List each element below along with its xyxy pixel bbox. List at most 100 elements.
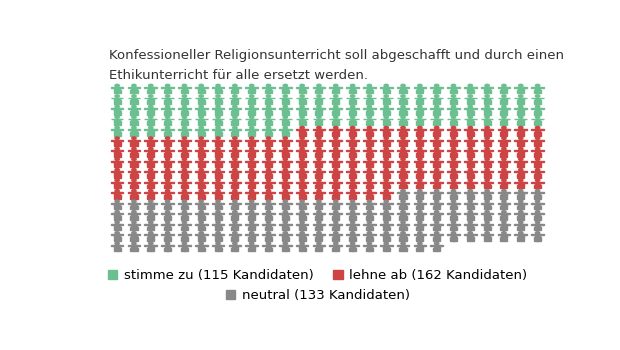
Polygon shape xyxy=(131,161,137,163)
Polygon shape xyxy=(333,161,339,163)
Polygon shape xyxy=(181,132,185,135)
Polygon shape xyxy=(347,224,359,225)
Polygon shape xyxy=(252,153,255,157)
Circle shape xyxy=(232,242,237,245)
Polygon shape xyxy=(283,214,288,216)
Polygon shape xyxy=(333,214,339,216)
Circle shape xyxy=(232,147,237,150)
Polygon shape xyxy=(302,205,306,209)
Polygon shape xyxy=(265,153,268,157)
Polygon shape xyxy=(215,216,218,220)
Polygon shape xyxy=(484,161,490,163)
Polygon shape xyxy=(285,237,289,241)
Circle shape xyxy=(350,221,355,224)
Polygon shape xyxy=(416,237,420,241)
Circle shape xyxy=(468,84,472,87)
Circle shape xyxy=(317,158,321,160)
Polygon shape xyxy=(198,192,204,195)
Polygon shape xyxy=(316,90,319,93)
Circle shape xyxy=(267,190,271,192)
Polygon shape xyxy=(134,248,138,251)
Polygon shape xyxy=(144,203,157,204)
Polygon shape xyxy=(184,121,188,125)
Polygon shape xyxy=(417,150,423,153)
Polygon shape xyxy=(215,192,221,195)
Circle shape xyxy=(317,116,321,118)
Polygon shape xyxy=(453,142,457,146)
Circle shape xyxy=(350,116,355,118)
Polygon shape xyxy=(111,150,123,151)
Polygon shape xyxy=(332,132,336,135)
Polygon shape xyxy=(332,248,336,251)
Polygon shape xyxy=(335,121,339,125)
Circle shape xyxy=(149,221,153,224)
Polygon shape xyxy=(283,119,288,121)
Polygon shape xyxy=(151,227,154,230)
Circle shape xyxy=(418,116,422,118)
Polygon shape xyxy=(386,227,390,230)
Polygon shape xyxy=(130,153,134,157)
Polygon shape xyxy=(134,205,138,209)
Polygon shape xyxy=(434,245,440,248)
Polygon shape xyxy=(131,140,137,142)
Polygon shape xyxy=(235,174,239,178)
Polygon shape xyxy=(433,153,437,157)
Polygon shape xyxy=(131,150,137,153)
Polygon shape xyxy=(434,224,440,227)
Polygon shape xyxy=(500,216,504,220)
Polygon shape xyxy=(399,227,403,230)
Polygon shape xyxy=(464,150,477,151)
Polygon shape xyxy=(111,161,123,162)
Polygon shape xyxy=(518,87,524,90)
Polygon shape xyxy=(198,150,204,153)
Polygon shape xyxy=(453,121,457,125)
Polygon shape xyxy=(299,227,303,230)
Polygon shape xyxy=(399,153,403,157)
Polygon shape xyxy=(285,227,289,230)
Polygon shape xyxy=(285,142,289,146)
Polygon shape xyxy=(167,153,171,157)
Polygon shape xyxy=(130,142,134,146)
Polygon shape xyxy=(416,216,420,220)
Polygon shape xyxy=(262,129,275,130)
Polygon shape xyxy=(218,195,221,199)
Polygon shape xyxy=(296,182,308,183)
Polygon shape xyxy=(131,245,137,248)
Polygon shape xyxy=(134,174,138,178)
Polygon shape xyxy=(347,108,359,109)
Polygon shape xyxy=(195,234,208,235)
Polygon shape xyxy=(433,111,437,114)
Polygon shape xyxy=(481,203,494,204)
Polygon shape xyxy=(265,182,272,184)
Polygon shape xyxy=(231,205,235,209)
Circle shape xyxy=(518,221,523,224)
Polygon shape xyxy=(399,100,403,104)
Polygon shape xyxy=(131,182,137,184)
Circle shape xyxy=(283,126,288,129)
Circle shape xyxy=(300,126,304,129)
Polygon shape xyxy=(316,184,319,188)
Polygon shape xyxy=(161,224,174,225)
Polygon shape xyxy=(319,227,322,230)
Polygon shape xyxy=(531,203,544,204)
Polygon shape xyxy=(165,119,171,121)
Polygon shape xyxy=(198,90,202,93)
Text: Ethikunterricht für alle ersetzt werden.: Ethikunterricht für alle ersetzt werden. xyxy=(108,69,368,82)
Circle shape xyxy=(199,116,203,118)
Circle shape xyxy=(267,221,271,224)
Polygon shape xyxy=(165,224,171,227)
Circle shape xyxy=(418,95,422,97)
Circle shape xyxy=(485,179,489,181)
Polygon shape xyxy=(332,227,336,230)
Polygon shape xyxy=(436,237,440,241)
Circle shape xyxy=(166,200,170,203)
Polygon shape xyxy=(316,224,322,227)
Circle shape xyxy=(334,158,338,160)
Polygon shape xyxy=(144,224,157,225)
Polygon shape xyxy=(383,171,389,174)
Polygon shape xyxy=(316,237,319,241)
Polygon shape xyxy=(416,205,420,209)
Polygon shape xyxy=(198,184,202,188)
Polygon shape xyxy=(265,174,268,178)
Polygon shape xyxy=(299,87,305,90)
